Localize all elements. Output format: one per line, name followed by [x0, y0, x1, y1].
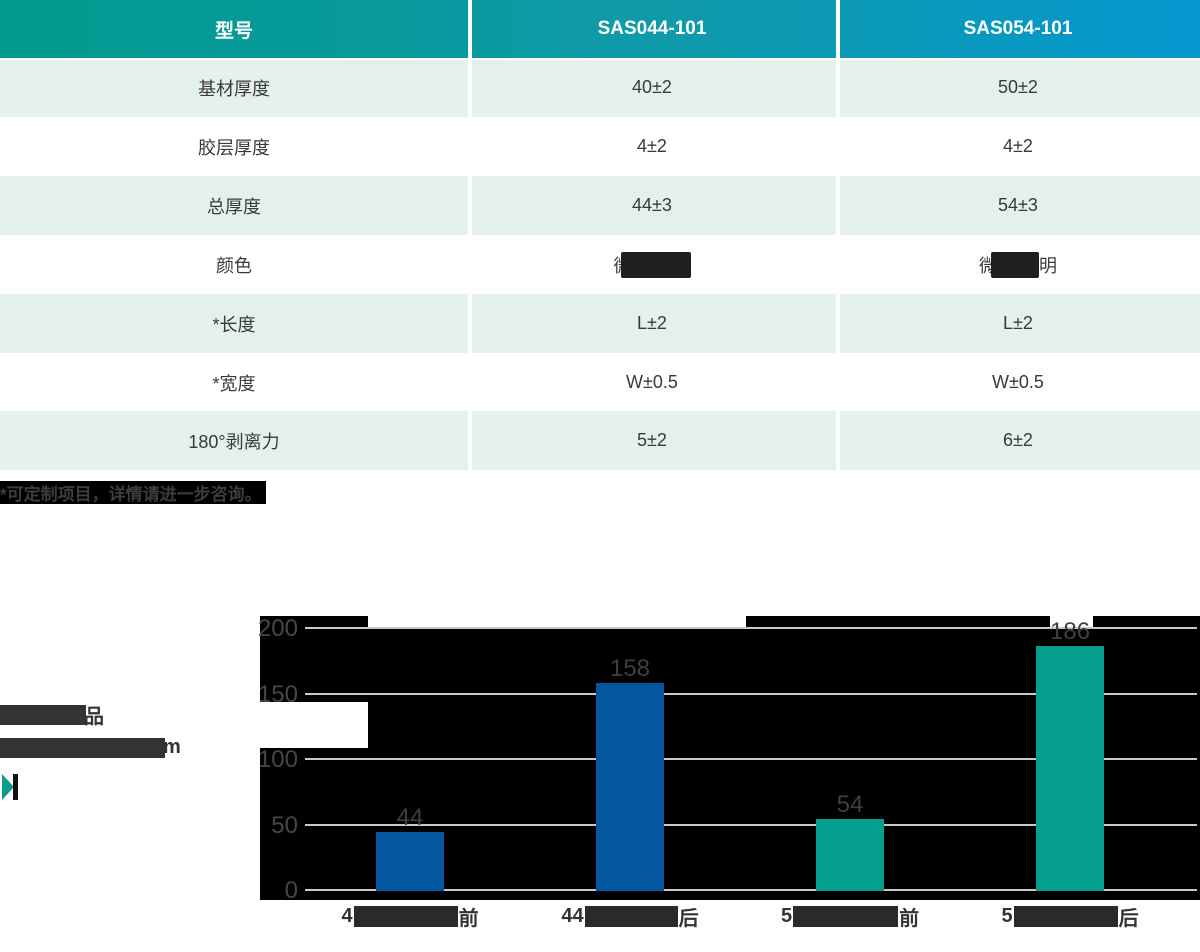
- x-axis-category-label: 44 后: [520, 902, 740, 931]
- table-header-row: 型号 SAS044-101 SAS054-101: [0, 0, 1200, 58]
- row-value-b: 50±2: [998, 77, 1038, 97]
- column-separator: [836, 0, 840, 470]
- row-value-a: 40±2: [632, 77, 672, 97]
- row-label: *长度: [212, 314, 256, 335]
- table-row: *长度 L±2 L±2: [0, 294, 1200, 353]
- aside-caption-suffix: 品: [84, 706, 104, 728]
- category-suffix: 后: [1118, 908, 1139, 930]
- row-value-a: 44±3: [632, 195, 672, 215]
- category-suffix: 前: [899, 908, 920, 930]
- row-label: 180°剥离力: [188, 431, 280, 452]
- gridline: [305, 692, 1197, 695]
- data-bar: [816, 819, 884, 891]
- redaction-block: [991, 251, 1039, 278]
- row-value-a: 4±2: [637, 136, 667, 156]
- y-axis-tick-label: 50: [271, 811, 298, 839]
- gridline: [305, 758, 1197, 760]
- category-prefix: 44: [561, 905, 584, 927]
- table-footnote: *可定制项目，详情请进一步咨询。: [0, 481, 266, 504]
- data-bar: [1036, 646, 1104, 891]
- table-row: 基材厚度 40±2 50±2: [0, 58, 1200, 117]
- row-value-a: 微透明: [468, 235, 836, 294]
- row-value-b: 4±2: [1003, 136, 1033, 156]
- y-axis-tick-label: 200: [257, 615, 298, 642]
- column-separator: [468, 0, 472, 470]
- redaction-block: [584, 906, 678, 927]
- gridline: [305, 823, 1197, 826]
- aside-caption-line: 品: [0, 700, 104, 729]
- row-value-b-text: 微透明: [979, 255, 991, 276]
- row-label: 胶层厚度: [198, 137, 270, 158]
- data-bar: [596, 683, 664, 891]
- glitch-white-patch: [260, 702, 368, 748]
- redaction-block: [793, 906, 899, 927]
- redaction-block: [0, 737, 165, 758]
- redaction-block: [353, 906, 458, 927]
- row-label: 总厚度: [207, 196, 261, 217]
- row-value-a: L±2: [637, 313, 667, 333]
- header-model-a: SAS044-101: [597, 18, 707, 39]
- category-prefix: 4: [341, 905, 353, 927]
- arrow-bullet-icon: [2, 774, 14, 800]
- data-bar: [376, 832, 444, 891]
- table-row: *宽度 W±0.5 W±0.5: [0, 353, 1200, 412]
- row-value-a: W±0.5: [626, 372, 678, 392]
- row-value-b: 微透明 明: [836, 235, 1200, 294]
- header-gap: [0, 58, 1200, 60]
- table-row: 180°剥离力 5±2 6±2: [0, 411, 1200, 470]
- row-value-a-text: 微透明: [614, 252, 621, 278]
- row-value-b: 6±2: [1003, 430, 1033, 450]
- bar-value-label: 158: [609, 655, 651, 683]
- row-value-b: W±0.5: [992, 372, 1044, 392]
- header-model-b: SAS054-101: [963, 18, 1073, 39]
- aside-caption-line: m: [0, 736, 181, 759]
- category-suffix: 前: [458, 908, 479, 930]
- category-suffix: 后: [678, 908, 699, 930]
- y-axis-tick-label: 100: [257, 746, 298, 773]
- bar-value-label: 44: [396, 804, 424, 832]
- category-prefix: 5: [780, 905, 793, 927]
- y-axis-tick-label: 150: [257, 680, 298, 708]
- row-value-b: 54±3: [998, 195, 1038, 215]
- table-row: 胶层厚度 4±2 4±2: [0, 117, 1200, 176]
- gridline: [305, 889, 1197, 891]
- y-axis-tick-label: 0: [284, 877, 298, 904]
- redaction-block: [0, 704, 86, 725]
- row-value-b: L±2: [1003, 313, 1033, 333]
- glitch-white-gap: [1050, 616, 1093, 628]
- bar-value-label: 54: [836, 791, 864, 819]
- row-label: 基材厚度: [198, 78, 270, 99]
- row-label: *宽度: [212, 373, 256, 394]
- row-value-b-suffix: 明: [1039, 255, 1057, 276]
- table-row-color: 颜色 微透明 微透明 明: [0, 235, 1200, 294]
- redaction-block: [1013, 906, 1118, 927]
- category-prefix: 5: [1001, 905, 1013, 927]
- row-label: 颜色: [216, 255, 252, 276]
- aside-caption-suffix: m: [163, 736, 181, 758]
- arrow-bullet-glitch: [13, 774, 18, 800]
- glitch-white-gap: [368, 616, 746, 628]
- row-value-a: 5±2: [637, 430, 667, 450]
- header-model-col: 型号: [214, 20, 253, 42]
- gridline: [305, 627, 1197, 629]
- table-row: 总厚度 44±3 54±3: [0, 176, 1200, 235]
- bar-value-label: 186: [1049, 618, 1091, 646]
- redaction-block: [620, 251, 691, 278]
